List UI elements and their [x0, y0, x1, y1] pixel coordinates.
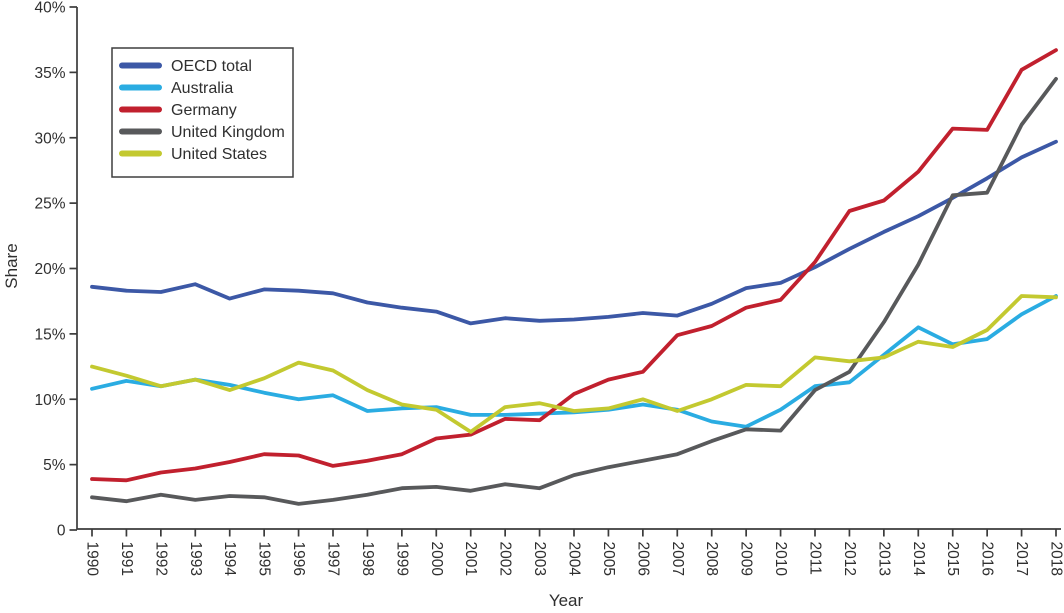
- x-tick-label-2017: 2017: [1013, 542, 1030, 576]
- legend-item-australia: Australia: [119, 80, 233, 97]
- x-tick-label-2018: 2018: [1048, 542, 1064, 576]
- x-tick-label-2007: 2007: [669, 542, 686, 576]
- legend: OECD total Australia Germany United Kingdom…: [111, 47, 294, 178]
- x-tick-label-2008: 2008: [703, 542, 720, 576]
- x-tick-label-2003: 2003: [531, 542, 548, 576]
- legend-item-oecd-total: OECD total: [119, 58, 252, 75]
- x-tick-label-1992: 1992: [152, 542, 169, 576]
- legend-label-australia: Australia: [171, 80, 233, 97]
- legend-item-united-states: United States: [119, 146, 267, 163]
- axes: [76, 7, 1061, 530]
- x-tick-label-2015: 2015: [944, 542, 961, 576]
- x-tick-label-1994: 1994: [221, 542, 238, 577]
- y-tick-label: 30%: [34, 130, 65, 147]
- x-axis: 1990 1991 1992 1993 1994 1995 1996 1997 1998 1999…: [84, 529, 1064, 576]
- line-germany: [90, 48, 1058, 483]
- line-australia: [90, 294, 1058, 429]
- line-united-states: [90, 294, 1058, 434]
- y-tick-label: 5%: [43, 457, 66, 474]
- y-tick-label: 20%: [34, 261, 65, 278]
- y-tick-label: 25%: [34, 196, 65, 213]
- x-tick-label-1990: 1990: [84, 542, 101, 577]
- x-tick-label-2010: 2010: [772, 542, 789, 577]
- x-tick-label-1999: 1999: [393, 542, 410, 576]
- x-tick-label-1996: 1996: [290, 542, 307, 576]
- axis-frame: [76, 7, 1061, 530]
- y-axis: 0 5% 10% 15% 20% 25% 30% 35% 40%: [34, 0, 77, 540]
- x-tick-label-2004: 2004: [566, 542, 583, 577]
- x-tick-label-2014: 2014: [910, 542, 927, 577]
- line-united-kingdom: [90, 77, 1058, 506]
- legend-item-united-kingdom: United Kingdom: [119, 124, 285, 141]
- plot-lines: [90, 48, 1058, 506]
- x-tick-label-2006: 2006: [634, 542, 651, 576]
- line-oecd-total: [90, 139, 1058, 326]
- x-tick-label-2009: 2009: [738, 542, 755, 576]
- legend-item-germany: Germany: [119, 102, 237, 119]
- y-tick-label: 35%: [34, 65, 65, 82]
- legend-label-germany: Germany: [171, 102, 237, 119]
- x-axis-title: Year: [549, 591, 584, 610]
- x-tick-label-1991: 1991: [118, 542, 135, 576]
- y-tick-label: 15%: [34, 326, 65, 343]
- y-tick-label: 40%: [34, 0, 65, 17]
- x-tick-label-2012: 2012: [841, 542, 858, 576]
- x-tick-label-1998: 1998: [359, 542, 376, 576]
- x-tick-label-1995: 1995: [256, 542, 273, 576]
- y-tick-label: 10%: [34, 392, 65, 409]
- x-tick-label-2011: 2011: [807, 542, 824, 575]
- x-tick-label-2001: 2001: [462, 542, 479, 576]
- x-tick-label-1997: 1997: [325, 542, 342, 576]
- x-tick-label-2013: 2013: [875, 542, 892, 576]
- x-tick-label-2000: 2000: [428, 542, 445, 577]
- x-tick-label-2002: 2002: [497, 542, 514, 576]
- legend-label-oecd-total: OECD total: [171, 58, 252, 75]
- y-tick-label: 0: [57, 523, 66, 540]
- legend-label-united-kingdom: United Kingdom: [171, 124, 285, 141]
- x-tick-label-2016: 2016: [979, 542, 996, 576]
- legend-label-united-states: United States: [171, 146, 267, 163]
- x-tick-label-1993: 1993: [187, 542, 204, 576]
- y-axis-title: Share: [2, 243, 21, 288]
- x-tick-label-2005: 2005: [600, 542, 617, 576]
